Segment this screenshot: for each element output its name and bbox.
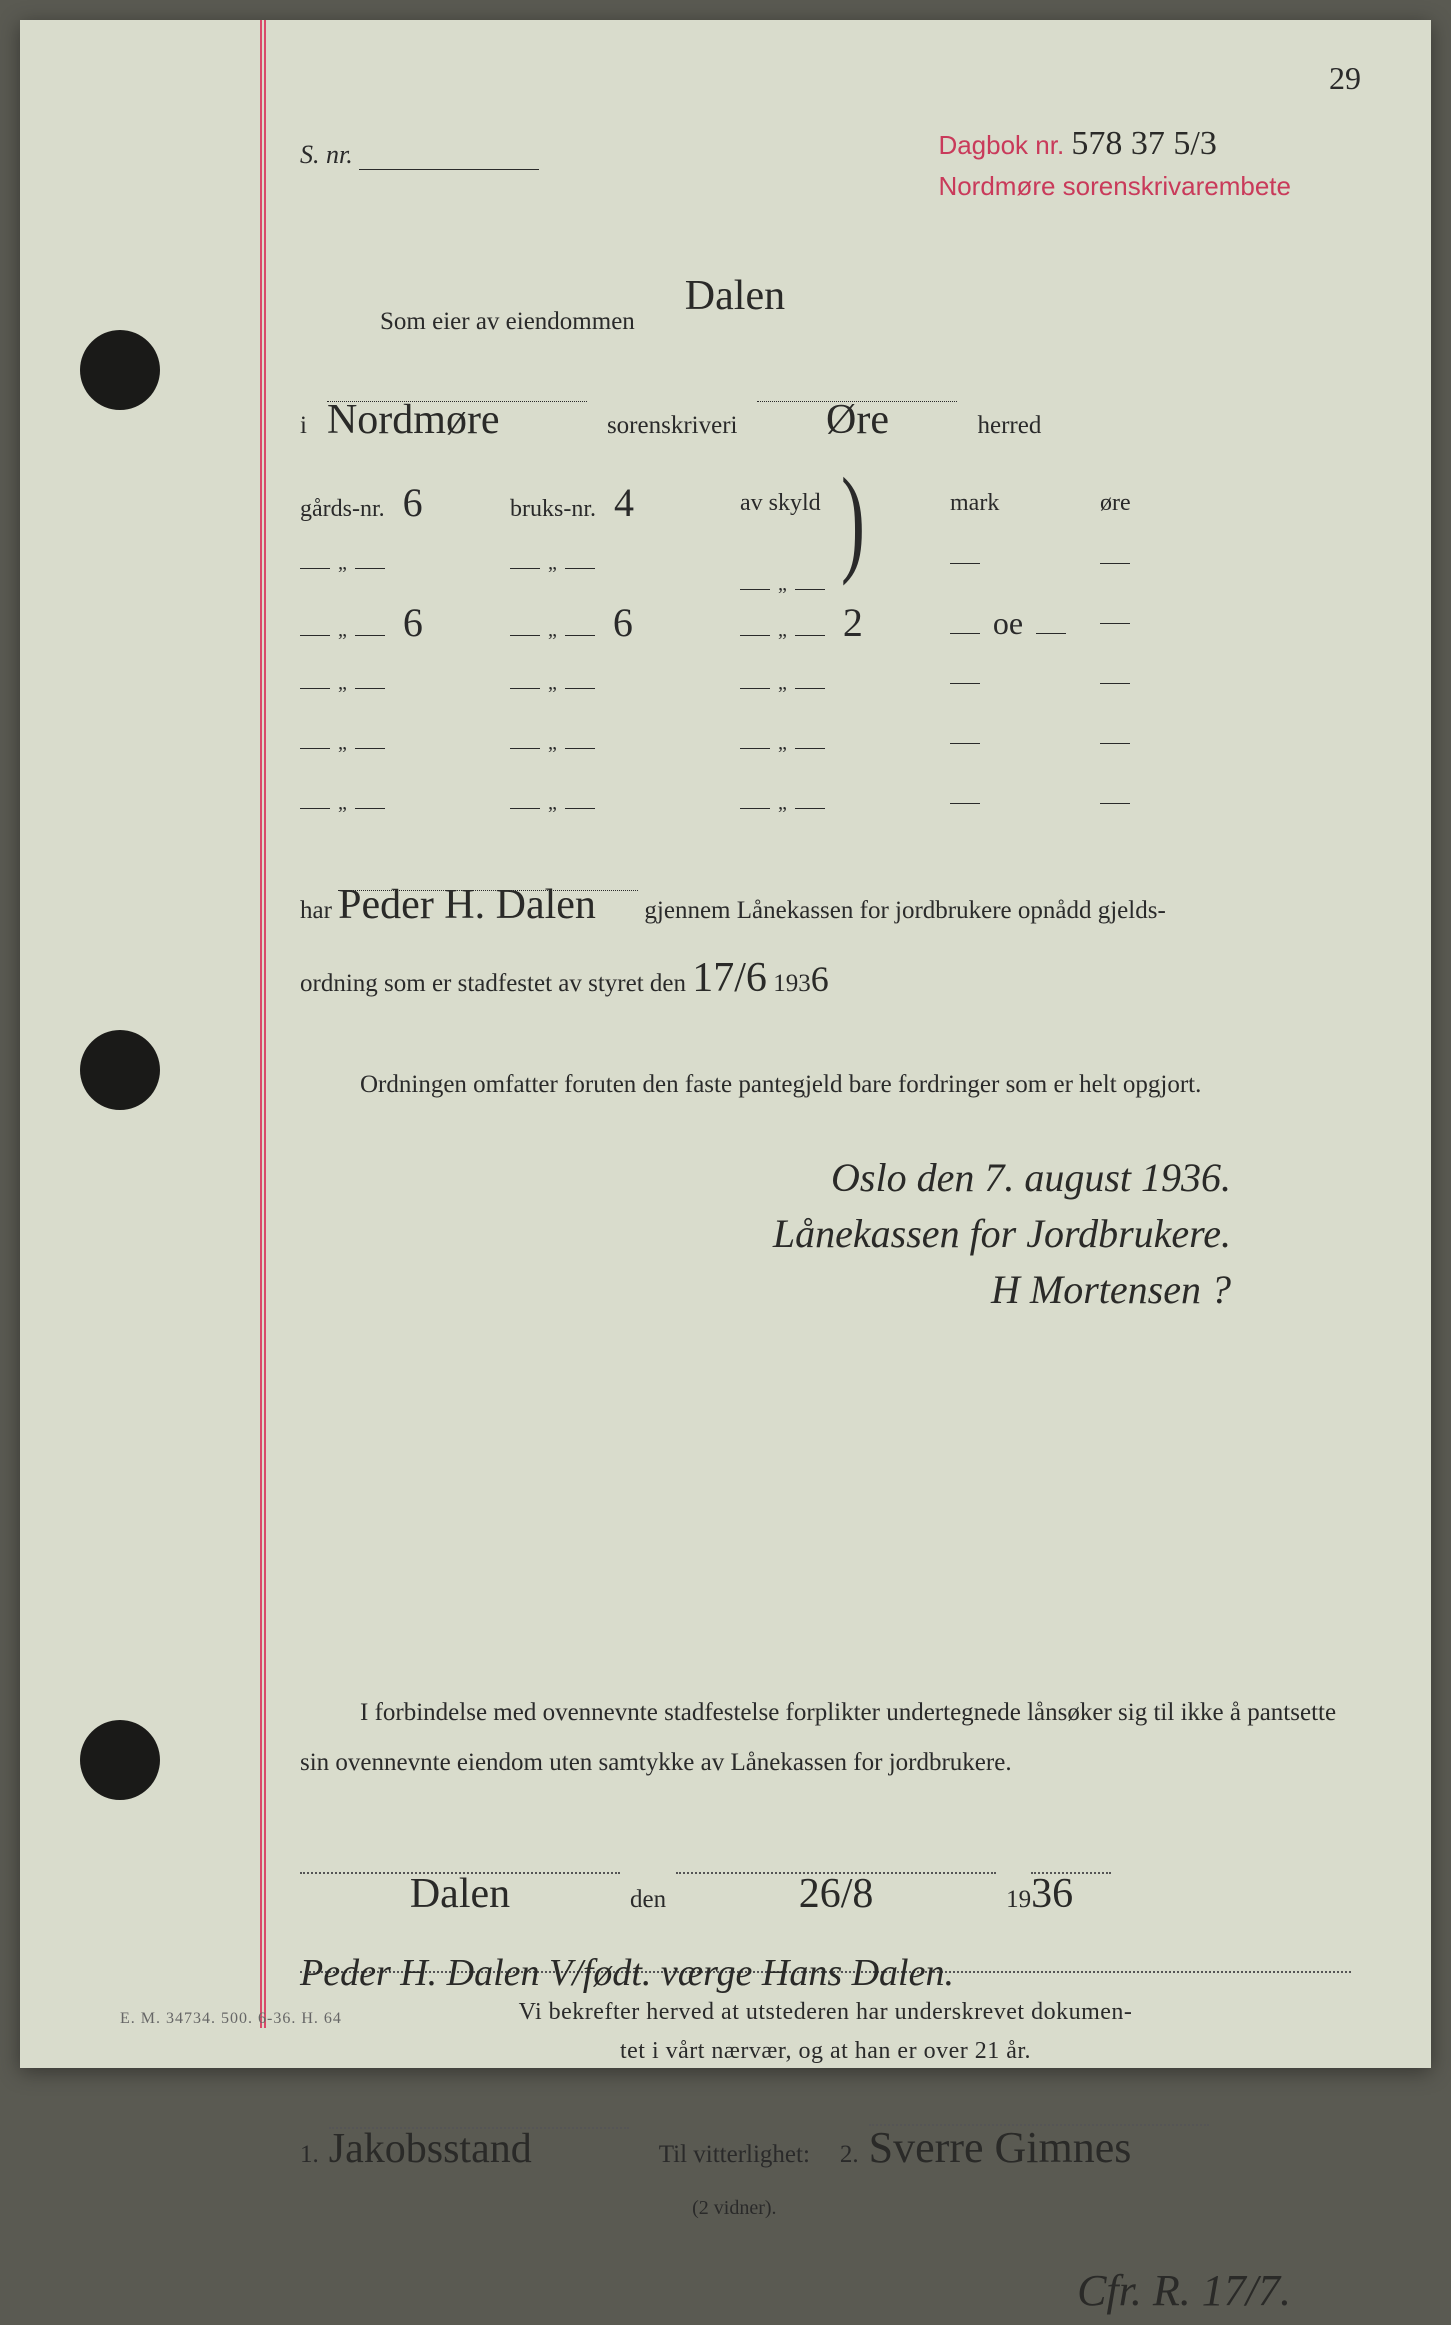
content-area: Dagbok nr. 578 37 5/3 Nordmøre sorenskri… [300, 130, 1351, 2325]
property-section: Som eier av eiendommen Dalen i Nordmøre … [300, 270, 1351, 2325]
witness-2-hw: Sverre Gimnes [869, 2100, 1209, 2126]
sig-place-date: Oslo den 7. august 1936. [300, 1150, 1231, 1206]
punch-hole [80, 1030, 160, 1110]
para1-text1: gjennem Lånekassen for jordbrukere opnåd… [644, 897, 1165, 924]
pledge-paragraph: I forbindelse med ovennevnte stadfestels… [300, 1688, 1351, 1788]
page-number: 29 [1329, 60, 1361, 97]
herred-hw: Øre [757, 374, 957, 402]
table-row: „ „ „ [300, 773, 1351, 833]
witness-2-num: 2. [840, 2127, 859, 2182]
cell-val: oe [988, 588, 1028, 658]
sorenskriveri-label: sorenskriveri [607, 398, 738, 453]
sig-name: H Mortensen ? [300, 1262, 1231, 1318]
cell-val: 6 [393, 579, 433, 667]
registry-stamp: Dagbok nr. 578 37 5/3 Nordmøre sorenskri… [938, 120, 1291, 204]
final-sig-hw: Cfr. R. 17/7. [1077, 2266, 1291, 2315]
confirm-line1: Vi bekrefter herved at utstederen har un… [519, 1999, 1133, 2025]
cell-val: 6 [603, 579, 643, 667]
table-row: „ „ „ [300, 713, 1351, 773]
pledge-section: I forbindelse med ovennevnte stadfestels… [300, 1688, 1351, 2325]
district-hw: Nordmøre [327, 374, 587, 402]
stamp-number-hw: 578 37 5/3 [1071, 125, 1216, 162]
witness-label: Til vitterlighet: [659, 2141, 810, 2168]
debtor-name-hw: Peder H. Dalen [338, 863, 638, 891]
final-signature: Cfr. R. 17/7. [300, 2260, 1351, 2325]
confirm-line2: tet i vårt nærvær, og at han er over 21 … [620, 2038, 1031, 2064]
ordning-paragraph: Ordningen omfatter foruten den faste pan… [300, 1060, 1351, 1110]
s-nr-underline [359, 146, 539, 170]
owner-label: Som eier av eiendommen [380, 294, 635, 349]
form-code: E. M. 34734. 500. 6-36. H. 64 [120, 2010, 342, 2028]
date2-hw: 26/8 [676, 1848, 996, 1874]
sig-org: Lånekassen for Jordbrukere. [300, 1206, 1231, 1262]
brace-icon: ) [841, 490, 865, 550]
applicant-signature-hw: Peder H. Dalen V/født. værge Hans Dalen. [300, 1947, 1351, 1973]
year2-hw: 36 [1031, 1848, 1111, 1874]
year2-prefix: 19 [996, 1872, 1031, 1927]
table-row: „6 „6 „ 2 oe [300, 593, 1351, 653]
cell-val: 4 [604, 459, 644, 547]
confirmation-text: Vi bekrefter herved at utstederen har un… [300, 1993, 1351, 2070]
cell-val: 6 [393, 459, 433, 547]
margin-rule [260, 20, 262, 2028]
property-table: gårds-nr. 6 bruks-nr. 4 av skyld mark ør… [300, 473, 1351, 833]
col-ore: øre [1100, 477, 1131, 530]
signature-block-1: Oslo den 7. august 1936. Lånekassen for … [300, 1150, 1351, 1318]
den-label: den [620, 1872, 676, 1927]
punch-hole [80, 330, 160, 410]
document-page: 29 Dagbok nr. 578 37 5/3 Nordmøre sorens… [20, 20, 1431, 2068]
har-label: har [300, 897, 332, 924]
col-gards: gårds-nr. [300, 483, 385, 536]
col-mark: mark [950, 477, 999, 530]
witness-1-hw: Jakobsstand [329, 2103, 629, 2129]
property-name-hw: Dalen [685, 250, 785, 342]
punch-hole [80, 1720, 160, 1800]
margin-rule [264, 20, 266, 2028]
stamp-label: Dagbok nr. [938, 130, 1064, 160]
debt-paragraph: har Peder H. Dalen gjennem Lånekassen fo… [300, 863, 1351, 1020]
witness-row: 1. Jakobsstand Til vitterlighet: (2 vidn… [300, 2100, 1351, 2230]
date-hw: 17/6 [692, 936, 767, 1020]
year-prefix: 193 [773, 970, 811, 997]
stamp-office: Nordmøre sorenskrivarembete [938, 168, 1291, 204]
cell-val: 2 [833, 579, 873, 667]
herred-label: herred [977, 398, 1041, 453]
date-line: Dalen den 26/8 19 36 [300, 1848, 1351, 1927]
in-label: i [300, 398, 307, 453]
table-row: „ „ „ [300, 653, 1351, 713]
witness-1-num: 1. [300, 2127, 319, 2182]
col-bruks: bruks-nr. [510, 483, 596, 536]
place-hw: Dalen [300, 1848, 620, 1874]
s-nr-label: S. nr. [300, 140, 353, 169]
para1-text2: ordning som er stadfestet av styret den [300, 970, 686, 997]
year-hw: 6 [811, 943, 829, 1015]
witness-sublabel: (2 vidner). [659, 2186, 810, 2230]
